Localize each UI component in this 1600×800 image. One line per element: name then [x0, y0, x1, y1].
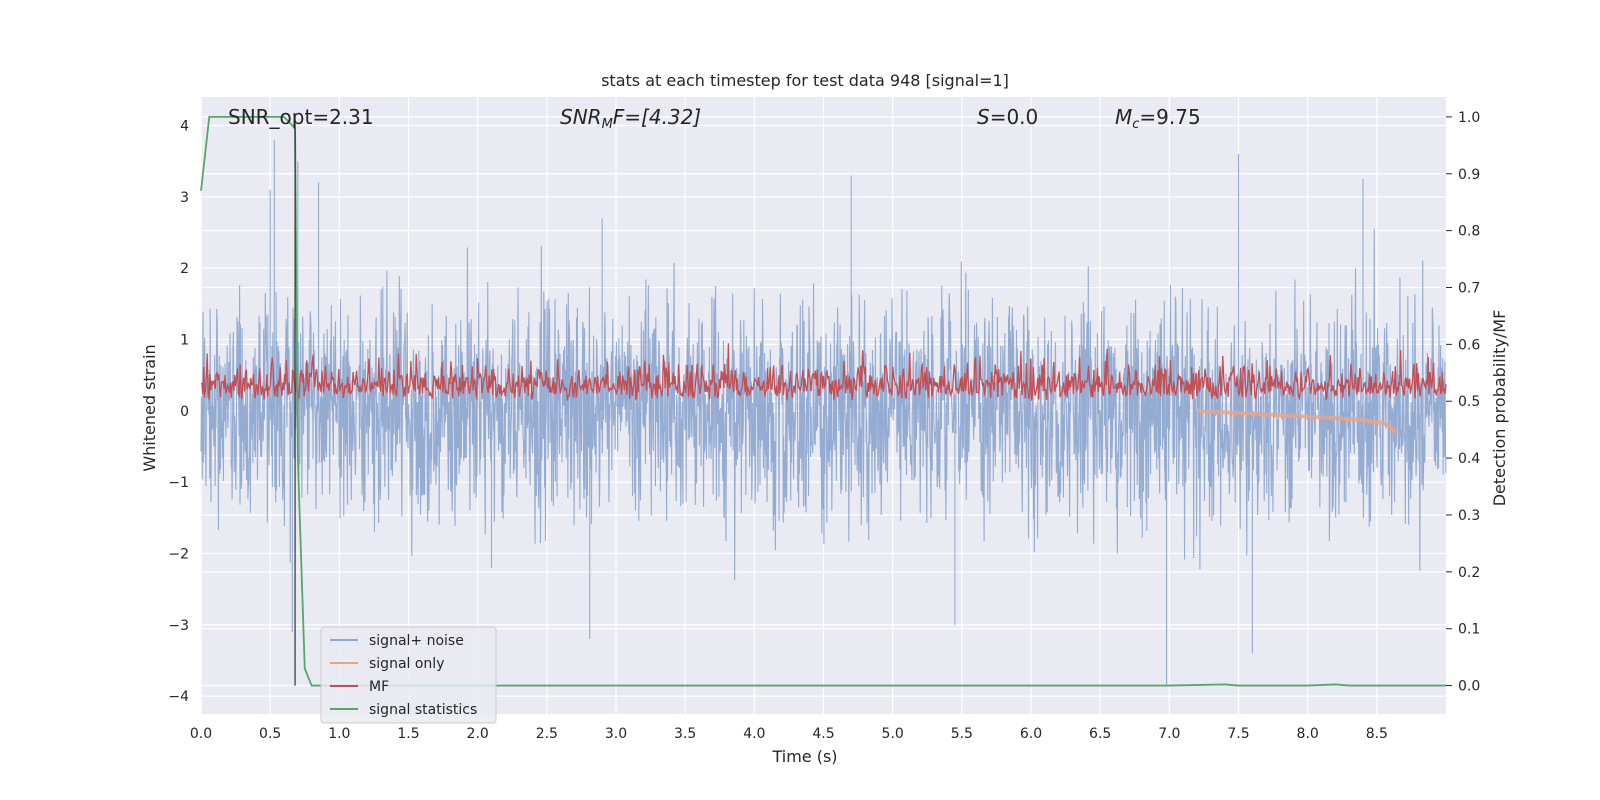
y-left-tick-label: 3	[180, 190, 189, 206]
x-tick-label: 3.5	[674, 726, 696, 742]
legend-label-mf: MF	[369, 679, 389, 695]
y-left-tick-label: −2	[168, 547, 189, 563]
y-left-tick-label: −1	[168, 475, 189, 491]
annotation-snr-opt: SNR_opt=2.31	[228, 105, 374, 129]
y-axis-right: 1.0 0.9 0.8 0.7 0.6 0.5 0.4 0.3 0.2 0.1 0.0	[1446, 110, 1480, 695]
y-right-tick-label: 0.6	[1458, 337, 1480, 353]
x-tick-label: 5.5	[951, 726, 973, 742]
x-tick-label: 4.5	[812, 726, 834, 742]
x-tick-label: 8.0	[1297, 726, 1319, 742]
y-left-tick-label: 2	[180, 261, 189, 277]
x-tick-label: 8.5	[1366, 726, 1388, 742]
legend-box	[320, 626, 497, 724]
legend-label-noise: signal+ noise	[369, 633, 464, 649]
series-signal-only	[1196, 408, 1399, 434]
annotation-snr-mf: SNRMF=[4.32]	[560, 105, 701, 132]
x-tick-label: 7.5	[1227, 726, 1249, 742]
y-left-tick-label: 0	[180, 404, 189, 420]
x-tick-label: 5.0	[882, 726, 904, 742]
x-axis: 0.0 0.5 1.0 1.5 2.0 2.5 3.0 3.5 4.0 4.5 5.0 5.5 6.0 6…	[190, 726, 1388, 742]
y-right-tick-label: 0.8	[1458, 224, 1480, 240]
y-axis-right-label: Detection probability/MF	[1490, 310, 1509, 507]
y-left-tick-label: 4	[180, 119, 189, 135]
y-right-tick-label: 0.1	[1458, 622, 1480, 638]
y-axis-left-label: Whitened strain	[140, 344, 159, 471]
legend-label-stats: signal statistics	[369, 702, 477, 718]
x-tick-label: 4.0	[743, 726, 765, 742]
chart-title: stats at each timestep for test data 948…	[601, 71, 1009, 90]
x-axis-label: Time (s)	[771, 747, 837, 766]
x-tick-label: 7.0	[1158, 726, 1180, 742]
x-tick-label: 1.5	[397, 726, 419, 742]
x-tick-label: 3.0	[605, 726, 627, 742]
y-axis-left: 4 3 2 1 0 −1 −2 −3 −4	[168, 119, 189, 706]
y-right-tick-label: 0.5	[1458, 394, 1480, 410]
y-right-tick-label: 0.3	[1458, 508, 1480, 524]
x-tick-label: 6.5	[1089, 726, 1111, 742]
mf-line	[200, 343, 1447, 401]
y-left-tick-label: −3	[168, 618, 189, 634]
y-left-tick-label: −4	[168, 689, 189, 705]
y-right-tick-label: 0.2	[1458, 565, 1480, 581]
annotation-s: S=0.0	[977, 105, 1038, 129]
signal-only-line	[1196, 408, 1399, 434]
series-signal-noise	[200, 139, 1447, 686]
legend-label-signal: signal only	[369, 656, 444, 672]
y-right-tick-label: 0.0	[1458, 679, 1480, 695]
x-tick-label: 0.0	[190, 726, 212, 742]
x-tick-label: 0.5	[259, 726, 281, 742]
series-mf	[200, 343, 1447, 401]
x-tick-label: 2.5	[536, 726, 558, 742]
x-tick-label: 1.0	[328, 726, 350, 742]
x-tick-label: 6.0	[1020, 726, 1042, 742]
noise-line	[200, 139, 1447, 686]
y-right-tick-label: 0.4	[1458, 451, 1480, 467]
y-right-tick-label: 0.7	[1458, 281, 1480, 297]
legend: signal+ noise signal only MF signal stat…	[320, 626, 497, 724]
y-right-tick-label: 1.0	[1458, 110, 1480, 126]
x-tick-label: 2.0	[467, 726, 489, 742]
y-left-tick-label: 1	[180, 333, 189, 349]
annotation-mc: Mc=9.75	[1115, 105, 1201, 132]
y-right-tick-label: 0.9	[1458, 167, 1480, 183]
